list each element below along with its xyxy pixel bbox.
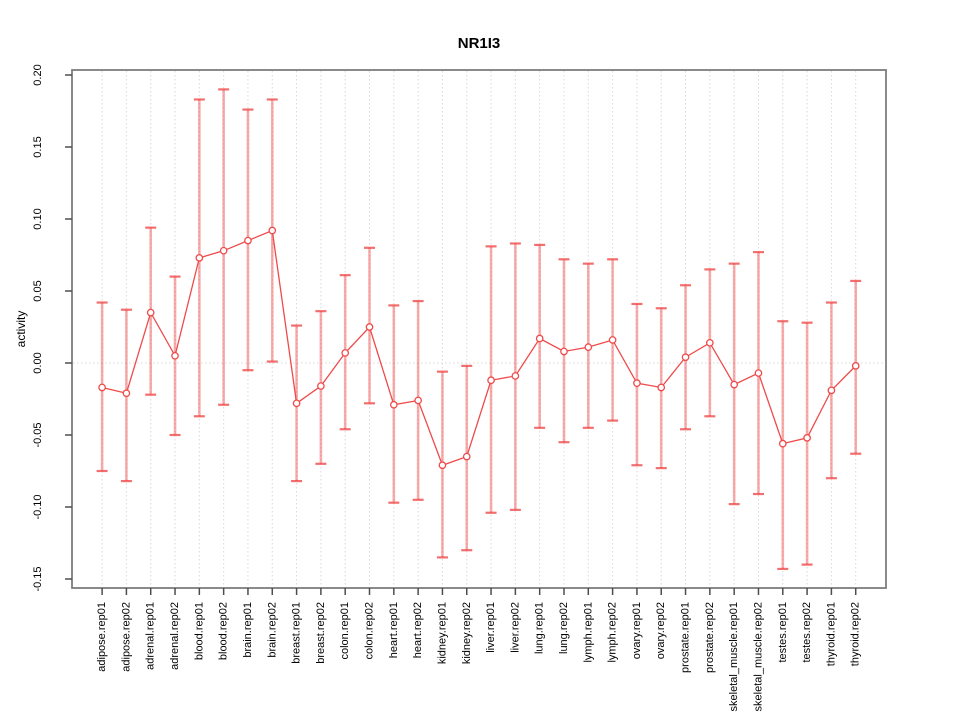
y-tick-label: 0.00 bbox=[32, 352, 44, 373]
data-point-layer bbox=[98, 226, 860, 470]
x-tick-label: skeletal_muscle.rep01 bbox=[728, 602, 740, 711]
data-point bbox=[681, 353, 690, 362]
x-tick-label: breast.rep01 bbox=[291, 602, 303, 664]
axis-layer bbox=[65, 69, 887, 595]
data-point bbox=[389, 400, 398, 409]
y-tick-label: 0.05 bbox=[32, 280, 44, 301]
x-tick-label: testes.rep02 bbox=[801, 602, 813, 663]
data-point bbox=[705, 338, 714, 347]
x-tick-label: breast.rep02 bbox=[315, 602, 327, 664]
x-tick-label: adrenal.rep02 bbox=[169, 602, 181, 670]
x-tick-label: lung.rep01 bbox=[534, 602, 546, 654]
data-point bbox=[292, 399, 301, 408]
data-point bbox=[438, 461, 447, 470]
y-tick-label: 0.10 bbox=[32, 208, 44, 229]
data-point bbox=[754, 369, 763, 377]
x-tick-label: brain.rep01 bbox=[242, 602, 254, 658]
data-point bbox=[535, 334, 544, 343]
x-tick-label: colon.rep01 bbox=[339, 602, 351, 660]
x-tick-label: lymph.rep02 bbox=[607, 602, 619, 663]
data-point bbox=[98, 383, 106, 392]
x-tick-label: ovary.rep02 bbox=[655, 602, 667, 659]
data-point bbox=[584, 343, 593, 352]
x-tick-label: thyroid.rep02 bbox=[850, 602, 862, 666]
chart-title: NR1I3 bbox=[458, 35, 501, 52]
data-point bbox=[171, 351, 179, 360]
x-tick-label: prostate.rep01 bbox=[680, 602, 692, 673]
data-point bbox=[341, 349, 350, 357]
data-point bbox=[803, 434, 811, 442]
data-point bbox=[511, 372, 520, 380]
data-point bbox=[414, 396, 422, 405]
data-point bbox=[244, 236, 252, 245]
grid-layer bbox=[73, 71, 885, 587]
data-point bbox=[560, 347, 568, 356]
y-tick-label: -0.15 bbox=[32, 566, 44, 591]
x-tick-label: heart.rep01 bbox=[388, 602, 400, 658]
x-tick-label: ovary.rep01 bbox=[631, 602, 643, 659]
data-point bbox=[365, 323, 374, 331]
x-tick-label: brain.rep02 bbox=[266, 602, 278, 658]
tick-label-layer: 0.20 0.15 0.10 0.05 0.00 -0.05 -0.10 -0.15 adipo… bbox=[32, 64, 862, 711]
x-tick-label: heart.rep02 bbox=[412, 602, 424, 658]
data-point bbox=[657, 383, 666, 392]
x-tick-label: blood.rep02 bbox=[218, 602, 230, 660]
data-point bbox=[608, 336, 617, 344]
x-tick-label: testes.rep01 bbox=[777, 602, 789, 663]
series-line bbox=[101, 229, 857, 467]
data-point bbox=[730, 380, 739, 389]
x-tick-label: colon.rep02 bbox=[364, 602, 376, 660]
x-tick-label: kidney.rep02 bbox=[461, 602, 473, 664]
y-tick-label: -0.10 bbox=[32, 494, 44, 519]
data-point bbox=[633, 379, 641, 388]
x-tick-label: skeletal_muscle.rep02 bbox=[752, 602, 764, 711]
data-point bbox=[487, 376, 495, 385]
y-tick-label: 0.20 bbox=[32, 64, 44, 85]
x-tick-label: lymph.rep01 bbox=[582, 602, 594, 663]
x-tick-label: prostate.rep02 bbox=[704, 602, 716, 673]
x-tick-label: lung.rep02 bbox=[558, 602, 570, 654]
x-tick-label: blood.rep01 bbox=[193, 602, 205, 660]
x-tick-label: adipose.rep01 bbox=[96, 602, 108, 672]
y-axis-label: activity bbox=[14, 311, 28, 348]
data-point bbox=[146, 308, 155, 317]
data-point bbox=[122, 389, 131, 398]
data-point bbox=[827, 386, 836, 395]
data-point bbox=[195, 254, 204, 262]
y-tick-label: -0.05 bbox=[32, 422, 44, 447]
data-point bbox=[317, 382, 325, 390]
errorbar-layer bbox=[96, 88, 862, 571]
data-point bbox=[268, 226, 277, 235]
data-point bbox=[778, 439, 787, 448]
data-point bbox=[462, 452, 471, 461]
series-line-layer bbox=[101, 229, 857, 467]
data-point bbox=[851, 362, 860, 370]
x-tick-label: thyroid.rep01 bbox=[825, 602, 837, 666]
data-point bbox=[219, 246, 228, 255]
x-tick-label: liver.rep02 bbox=[509, 602, 521, 653]
x-tick-label: liver.rep01 bbox=[485, 602, 497, 653]
x-tick-label: adrenal.rep01 bbox=[145, 602, 157, 670]
y-tick-label: 0.15 bbox=[32, 136, 44, 157]
x-tick-label: kidney.rep01 bbox=[436, 602, 448, 664]
plot-box bbox=[71, 69, 887, 589]
x-tick-label: adipose.rep02 bbox=[120, 602, 132, 672]
